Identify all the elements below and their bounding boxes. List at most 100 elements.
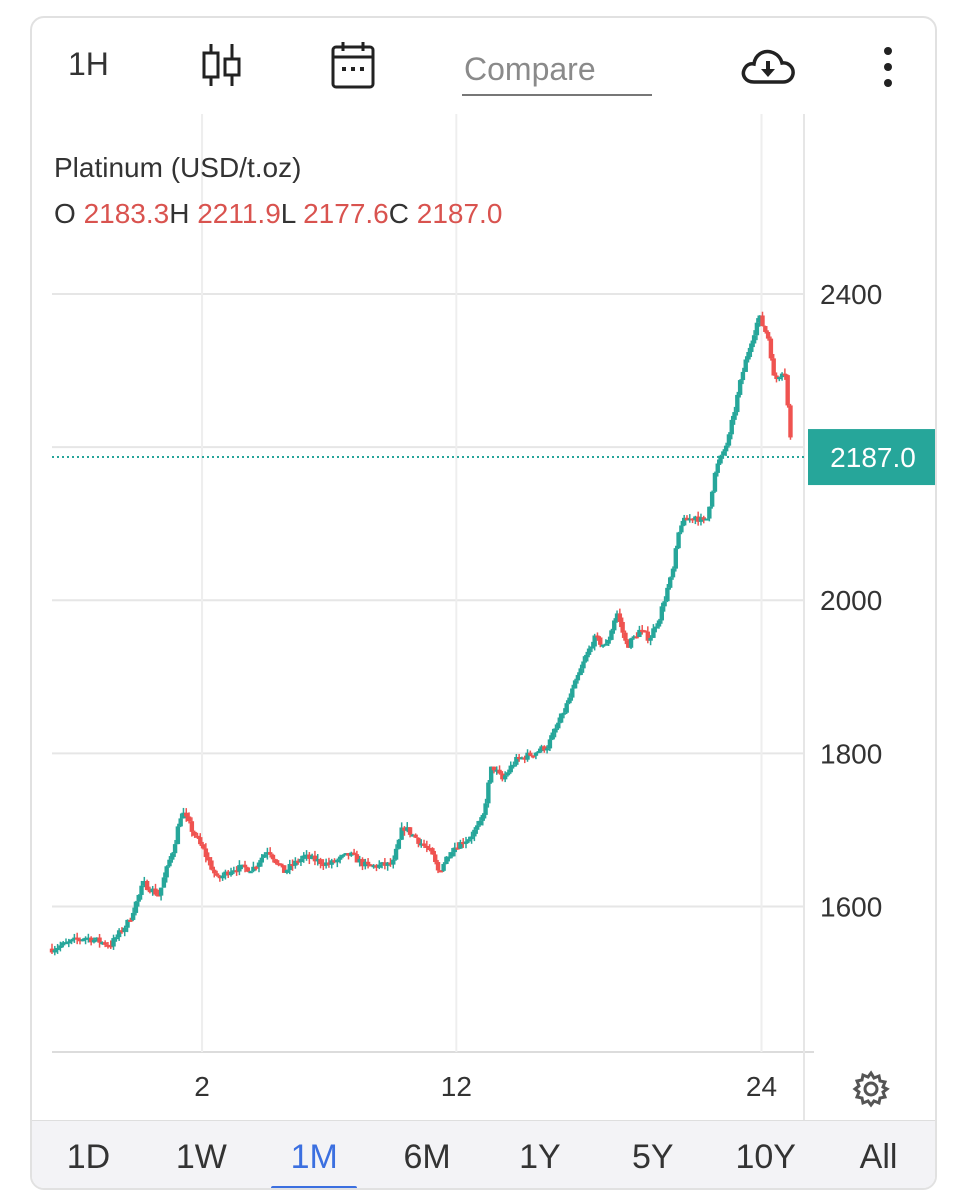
compare-input[interactable] xyxy=(462,49,652,89)
more-options-button[interactable] xyxy=(874,44,902,90)
candle-body xyxy=(751,335,757,344)
candle xyxy=(626,639,631,648)
open-value: 2183.3 xyxy=(83,198,170,229)
candle xyxy=(474,821,480,834)
candle xyxy=(522,755,527,764)
cloud-download-icon xyxy=(741,49,795,84)
range-6m-button[interactable]: 6M xyxy=(371,1121,484,1188)
candle-body xyxy=(695,516,701,522)
candle-body xyxy=(494,769,499,772)
candle xyxy=(645,626,651,644)
candle-body xyxy=(497,769,502,774)
candle xyxy=(763,325,768,334)
candle-body xyxy=(743,359,748,372)
range-5y-button[interactable]: 5Y xyxy=(596,1121,709,1188)
candle xyxy=(55,943,60,954)
candle xyxy=(620,617,625,638)
y-tick-label: 2400 xyxy=(820,279,882,310)
candle-body xyxy=(771,358,776,376)
candle-body xyxy=(651,628,656,638)
candle-body xyxy=(640,629,645,632)
candle xyxy=(66,938,71,948)
candle xyxy=(88,936,94,946)
candle-body xyxy=(500,773,505,780)
candle-body xyxy=(407,827,413,835)
candle-body xyxy=(681,517,687,526)
range-1w-button[interactable]: 1W xyxy=(145,1121,258,1188)
candle-body xyxy=(114,937,119,940)
candle-body xyxy=(757,315,762,323)
candle-body xyxy=(628,638,634,648)
candle-body xyxy=(346,853,351,856)
candle-body xyxy=(676,532,681,549)
candle xyxy=(332,858,337,864)
candle-body xyxy=(662,601,667,607)
candle-body xyxy=(312,855,318,862)
candles-layer xyxy=(49,311,793,956)
candle-body xyxy=(693,516,698,520)
candle-body xyxy=(111,938,116,947)
candle-body xyxy=(405,827,410,831)
download-button[interactable] xyxy=(740,46,796,86)
candle-body xyxy=(393,848,399,860)
candle xyxy=(198,833,203,846)
candle xyxy=(226,870,231,879)
candle-body xyxy=(276,863,281,866)
candle-body xyxy=(612,620,617,631)
candle xyxy=(631,635,637,640)
candle-body xyxy=(460,842,466,845)
candle-body xyxy=(58,945,63,948)
candle-body xyxy=(763,326,768,332)
candle-body xyxy=(343,853,348,856)
candle xyxy=(377,860,382,870)
candle xyxy=(550,728,555,741)
candle-body xyxy=(181,812,186,819)
candle-body xyxy=(290,864,295,867)
candle xyxy=(729,415,734,440)
candle xyxy=(452,842,458,857)
candle-body xyxy=(670,568,676,578)
candle xyxy=(500,771,505,782)
range-all-button[interactable]: All xyxy=(822,1121,935,1188)
candle xyxy=(379,861,385,869)
interval-button[interactable]: 1H xyxy=(68,46,109,83)
candle xyxy=(354,850,360,863)
candle xyxy=(505,769,511,777)
candle xyxy=(360,857,365,871)
range-1y-button[interactable]: 1Y xyxy=(484,1121,597,1188)
candle-body xyxy=(144,881,150,890)
candle xyxy=(77,937,83,945)
candle xyxy=(203,843,209,863)
candle-body xyxy=(91,939,97,943)
range-10y-button[interactable]: 10Y xyxy=(709,1121,822,1188)
candle xyxy=(111,934,116,950)
candle-body xyxy=(746,351,751,360)
chart-settings-icon[interactable] xyxy=(852,1070,890,1108)
candle xyxy=(511,761,516,769)
candle xyxy=(265,847,270,860)
range-label: 10Y xyxy=(735,1137,796,1176)
candle xyxy=(136,894,141,907)
candle-body xyxy=(609,630,614,640)
candle-body xyxy=(72,937,77,940)
candle-body xyxy=(332,860,337,863)
candle xyxy=(497,765,502,775)
candle-body xyxy=(337,856,343,860)
compare-field[interactable] xyxy=(462,44,652,96)
candle xyxy=(158,887,164,901)
chart-type-button[interactable] xyxy=(200,42,244,88)
candle xyxy=(765,330,771,341)
candlestick-chart[interactable]: 1600 1800 2000 2400 2 12 24 2187.0 xyxy=(32,18,937,1120)
date-range-button[interactable] xyxy=(330,40,376,90)
range-1m-button[interactable]: 1M xyxy=(258,1121,371,1188)
candle-body xyxy=(589,646,595,649)
candle xyxy=(351,848,357,856)
close-value: 2187.0 xyxy=(416,198,503,229)
candle xyxy=(156,889,161,897)
range-label: All xyxy=(859,1137,898,1176)
range-1d-button[interactable]: 1D xyxy=(32,1121,145,1188)
y-tick-label: 2000 xyxy=(820,585,882,616)
candle-body xyxy=(139,885,144,895)
candle-body xyxy=(108,945,113,948)
candle-body xyxy=(351,852,357,855)
